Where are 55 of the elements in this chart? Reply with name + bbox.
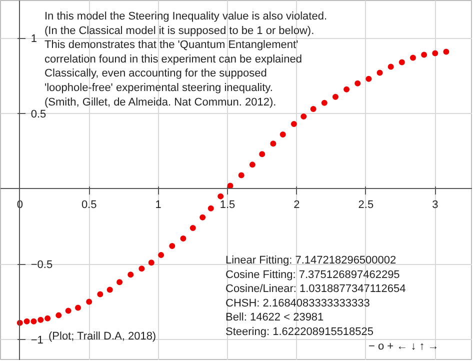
point (366, 76, 372, 82)
point (75, 304, 82, 311)
point (249, 162, 256, 168)
annotation: − o + ← ↓ ↑ → (368, 340, 439, 352)
point (24, 318, 30, 324)
x-tick-label: 0.5 (81, 198, 97, 211)
y-tick-label: 1 (30, 33, 38, 46)
point (169, 243, 176, 250)
point (208, 205, 214, 212)
point (421, 52, 428, 58)
point (128, 272, 134, 278)
point (65, 308, 72, 314)
point (30, 318, 37, 324)
point (138, 266, 145, 272)
point (218, 193, 224, 200)
point (190, 224, 196, 231)
point (180, 235, 186, 242)
point (332, 94, 338, 100)
point (106, 286, 113, 293)
point (354, 80, 361, 86)
annotation: Linear Fitting: 7.147218296500002 Cosine Fitting: 7.375126897462295 Cosine/Linear: 1.0318877347112654 CHSH: 2.1684083333333333 Bell: 14622 < 23981 Steering: 1.622208915518525 (226, 254, 406, 338)
point (97, 291, 104, 298)
x-tick-label: 2 (294, 198, 300, 211)
point (270, 140, 276, 147)
annotation: (Plot; Traill D.A, 2018) (48, 330, 156, 342)
point (86, 298, 92, 305)
point (300, 113, 307, 120)
point (388, 64, 394, 70)
y-tick-label: 0.5 (30, 108, 46, 120)
point (432, 50, 438, 56)
point (344, 86, 350, 92)
point (376, 70, 383, 76)
point (410, 54, 416, 61)
point (443, 48, 450, 55)
point (259, 151, 266, 158)
x-tick-label: 1.5 (220, 198, 236, 211)
point (148, 260, 154, 266)
point (310, 106, 316, 112)
point (238, 172, 244, 178)
point (200, 214, 206, 220)
y-tick-label: −0.5 (30, 259, 53, 272)
y-tick-label: −1 (30, 334, 44, 346)
x-tick-label: 3 (432, 198, 438, 211)
point (116, 279, 123, 286)
x-tick-label: 1 (155, 198, 162, 211)
point (290, 121, 297, 128)
point (44, 315, 51, 322)
point (398, 59, 405, 66)
point (158, 252, 164, 258)
point (321, 100, 328, 106)
point (280, 132, 286, 138)
annotation: In this model the Steering Inequality value is also violated. (In the Classical model it is supposed to be 1 or below). This demonstrates that the 'Quantum Entanglement' correlation found in this experiment can be explained Classically, even accounting for the supposed 'loophole-free' experimental steering inequality. (Smith, Gillet, de Almeida. Nat Commun. 2012). (44, 10, 327, 108)
point (56, 312, 62, 318)
x-tick-label: 2.5 (358, 198, 374, 211)
point (38, 316, 44, 323)
